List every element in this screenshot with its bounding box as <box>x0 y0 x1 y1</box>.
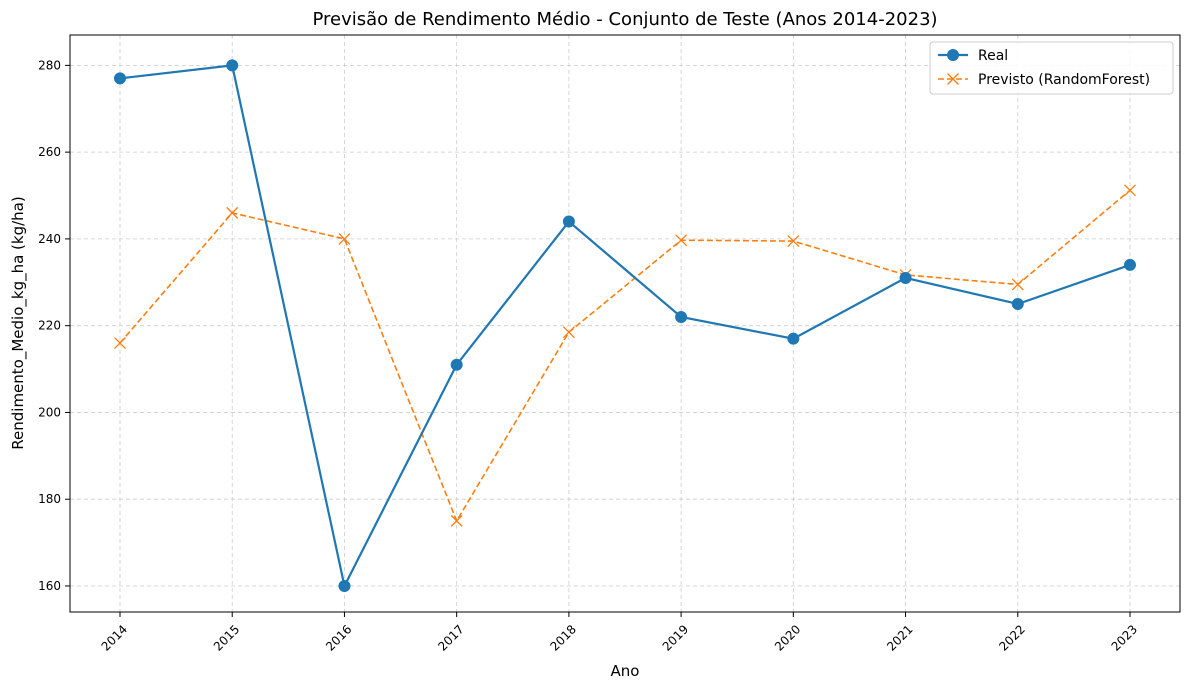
data-point <box>899 271 912 284</box>
data-point <box>675 234 688 247</box>
legend: Real Previsto (RandomForest) <box>929 41 1174 95</box>
series-line <box>119 64 1131 590</box>
legend-marker <box>947 49 959 61</box>
grid-lines <box>70 35 1180 612</box>
x-tick-label: 2020 <box>772 622 803 653</box>
y-tick-label: 160 <box>38 579 61 593</box>
axes-frame <box>69 34 1181 613</box>
data-point <box>450 514 463 527</box>
series-previsto <box>114 184 1136 527</box>
data-point <box>562 326 575 339</box>
x-tick-label: 2019 <box>660 622 691 653</box>
y-axis: 160 180 200 220 240 260 280 <box>38 58 70 593</box>
series-real <box>114 59 1136 592</box>
data-point <box>114 72 126 85</box>
legend-marker <box>947 73 959 85</box>
x-tick-label: 2018 <box>548 622 579 653</box>
legend-label: Real <box>978 48 1008 64</box>
legend-box <box>929 41 1174 95</box>
y-tick-label: 220 <box>38 319 61 333</box>
x-tick-label: 2023 <box>1109 622 1140 653</box>
data-point <box>338 232 351 245</box>
legend-item: Real <box>938 48 1008 64</box>
y-tick-label: 260 <box>38 145 61 159</box>
series-line <box>119 189 1131 523</box>
data-point <box>787 235 800 248</box>
y-tick-label: 200 <box>38 405 61 419</box>
x-tick-label: 2022 <box>996 622 1027 653</box>
x-tick-label: 2014 <box>99 622 130 653</box>
y-tick-label: 180 <box>38 492 61 506</box>
data-point <box>787 332 800 345</box>
x-axis: 2014 2015 2016 2017 2018 2019 2020 2021 2022 2023 <box>99 612 1140 654</box>
y-tick-label: 240 <box>38 232 61 246</box>
data-point <box>562 215 575 228</box>
data-point <box>675 310 688 323</box>
series-layer <box>114 59 1136 592</box>
data-point <box>1124 184 1136 197</box>
data-point <box>114 337 126 349</box>
x-tick-label: 2015 <box>211 622 242 653</box>
chart-title: Previsão de Rendimento Médio - Conjunto … <box>312 9 937 30</box>
legend-label: Previsto (RandomForest) <box>978 72 1150 88</box>
y-axis-title: Rendimento_Medio_kg_ha (kg/ha) <box>9 196 28 449</box>
data-point <box>226 59 239 72</box>
x-tick-label: 2021 <box>884 622 915 653</box>
data-point <box>226 206 239 219</box>
data-point <box>450 358 463 371</box>
data-point <box>338 579 351 592</box>
x-tick-label: 2016 <box>323 622 354 653</box>
data-point <box>1011 278 1024 291</box>
x-tick-label: 2017 <box>435 622 466 653</box>
legend-item: Previsto (RandomForest) <box>938 72 1150 88</box>
y-tick-label: 280 <box>38 58 61 72</box>
data-point <box>1124 258 1136 271</box>
x-axis-title: Ano <box>611 662 640 680</box>
data-point <box>1011 297 1024 310</box>
